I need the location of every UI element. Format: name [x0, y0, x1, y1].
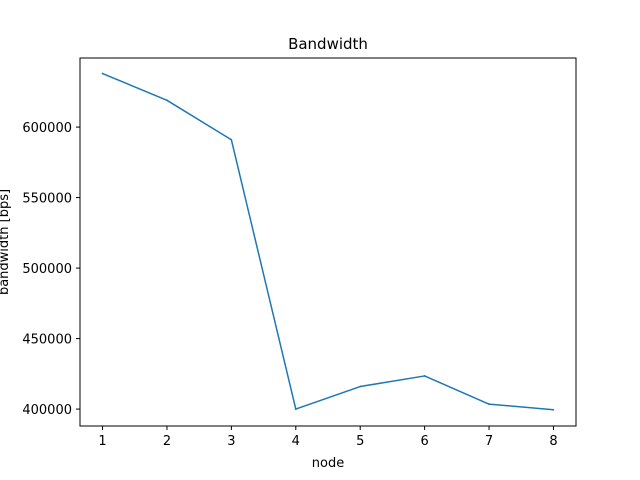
- x-axis-label: node: [312, 456, 344, 471]
- y-axis-ticks: 400000 450000 500000 550000 600000: [22, 121, 80, 418]
- data-point: [101, 72, 104, 75]
- y-tick-label: 450000: [22, 333, 72, 348]
- y-tick-label: 500000: [22, 262, 72, 277]
- data-point: [294, 408, 297, 410]
- data-point: [166, 99, 168, 102]
- x-axis-ticks: 1 2 3 4 5 6 7 8: [98, 426, 558, 449]
- plot-area: [79, 57, 577, 427]
- data-point: [488, 403, 490, 406]
- x-tick-label: 1: [98, 434, 106, 449]
- series-line: [102, 72, 554, 411]
- y-tick-label: 400000: [22, 403, 72, 418]
- x-tick-label: 5: [356, 434, 364, 449]
- x-tick-label: 7: [485, 434, 493, 449]
- x-tick-label: 2: [163, 434, 171, 449]
- y-tick-label: 550000: [22, 192, 72, 207]
- data-point: [552, 408, 555, 411]
- data-point: [230, 138, 233, 141]
- y-tick-label: 600000: [22, 121, 72, 136]
- series-layer: [101, 72, 555, 411]
- x-tick-label: 4: [292, 434, 300, 449]
- data-point: [423, 375, 426, 377]
- y-axis-label: bandwidth [bps]: [0, 189, 12, 295]
- data-point: [359, 385, 362, 388]
- chart-title: Bandwidth: [288, 35, 368, 53]
- x-tick-label: 8: [549, 434, 557, 449]
- x-tick-label: 3: [227, 434, 235, 449]
- x-tick-label: 6: [420, 434, 428, 449]
